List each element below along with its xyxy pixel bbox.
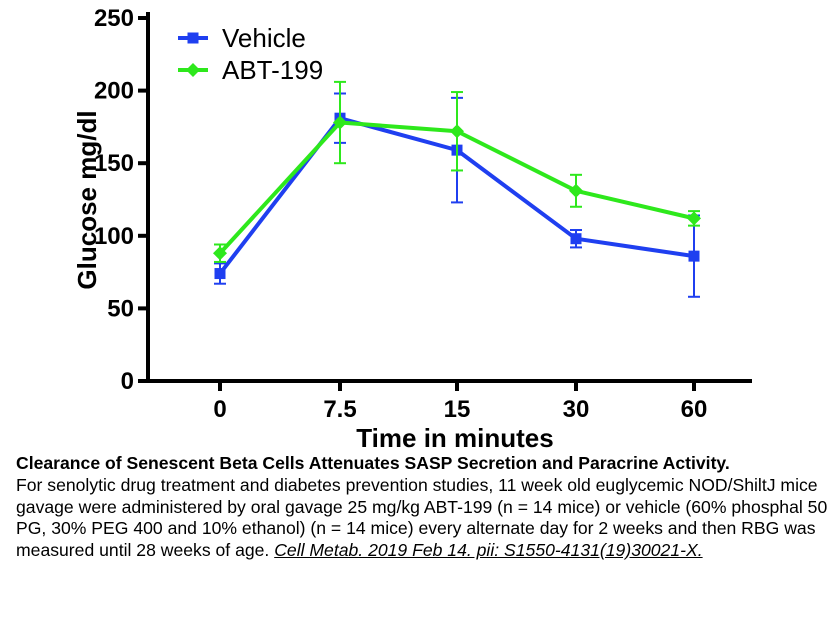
legend-marker xyxy=(186,63,200,77)
data-point xyxy=(214,268,226,280)
data-point xyxy=(450,124,464,139)
data-point xyxy=(213,246,227,261)
axes: 0 50 100 150 200 250 0 7.5 15 30 60 Time in minutes… xyxy=(72,5,752,452)
y-tick-label: 200 xyxy=(94,78,134,105)
legend-label: Vehicle xyxy=(222,23,306,53)
y-tick-label: 250 xyxy=(94,5,134,32)
data-point xyxy=(687,211,701,226)
caption-body: For senolytic drug treatment and diabete… xyxy=(16,475,828,562)
series-layer xyxy=(213,80,701,298)
caption-text: For senolytic drug treatment and diabete… xyxy=(16,474,828,561)
data-point xyxy=(570,233,582,245)
x-tick-label: 60 xyxy=(681,396,708,423)
y-tick-label: 150 xyxy=(94,150,134,177)
citation-link[interactable]: Cell Metab. 2019 Feb 14. pii: S1550-4131… xyxy=(274,540,703,561)
x-tick-label: 30 xyxy=(563,396,590,423)
x-axis-title: Time in minutes xyxy=(356,423,553,452)
data-point xyxy=(688,250,700,262)
legend-label: ABT-199 xyxy=(222,55,323,85)
data-point xyxy=(333,115,347,130)
data-point xyxy=(569,183,583,198)
legend-marker xyxy=(187,32,199,44)
x-tick-label: 15 xyxy=(444,396,471,423)
x-tick-label: 0 xyxy=(213,396,226,423)
line-chart: 0 50 100 150 200 250 0 7.5 15 30 60 Time in minutes… xyxy=(72,5,752,452)
figure-caption: Clearance of Senescent Beta Cells Attenu… xyxy=(16,453,828,562)
legend-item: Vehicle xyxy=(178,23,306,53)
y-axis-title: Glucose mg/dl xyxy=(72,110,102,289)
caption-title: Clearance of Senescent Beta Cells Attenu… xyxy=(16,453,730,473)
y-tick-label: 100 xyxy=(94,223,134,250)
series-abt-199 xyxy=(213,80,701,263)
y-tick-label: 50 xyxy=(107,295,134,322)
y-tick-label: 0 xyxy=(121,368,134,395)
legend-item: ABT-199 xyxy=(178,55,323,85)
x-tick-label: 7.5 xyxy=(323,396,356,423)
